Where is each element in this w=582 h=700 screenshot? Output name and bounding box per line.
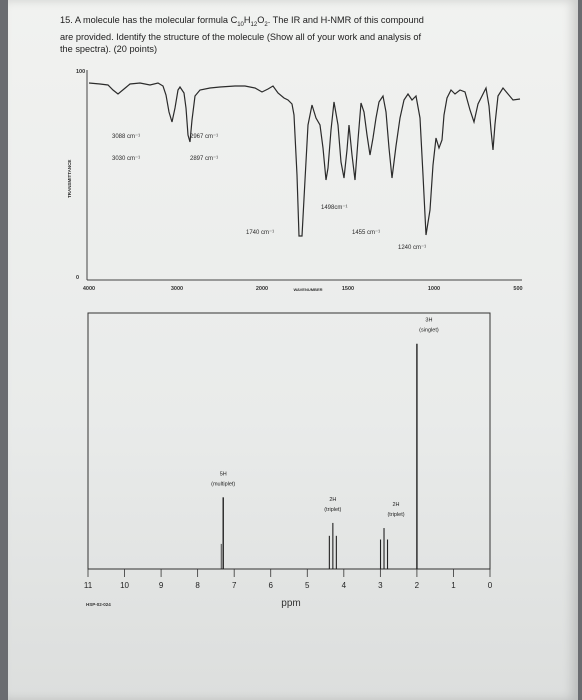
nmr-spectrum-code: HSP-02-024 [86,602,111,607]
nmr-x-tick-label: 7 [232,581,237,590]
question-text-part: . The IR and H-NMR of this compound [267,15,424,25]
ir-spectrum: 100 0 TRANSMITTANCE 3088 cm⁻¹ 3030 cm⁻¹ 29… [67,69,523,292]
ir-x-tick-label: 1000 [428,286,440,292]
nmr-x-tick-label: 6 [269,581,274,590]
question-line-1: 15. A molecule has the molecular formula… [60,14,540,31]
nmr-peak-integration-label: 5H [220,471,227,477]
nmr-x-tick-label: 4 [342,581,347,590]
ir-annotation-label: 3030 cm⁻¹ [112,156,140,162]
ir-annotation-label: 1740 cm⁻¹ [246,230,274,236]
question-text-part: A molecule has the molecular formula C [74,15,238,25]
formula-subscript: 2 [264,21,268,28]
ir-annotation-label: 3088 cm⁻¹ [112,134,140,140]
question-line-2: are provided. Identify the structure of … [60,31,422,42]
worksheet-page [8,0,578,700]
question-text: 15. A molecule has the molecular formula… [60,14,540,55]
nmr-peak-integration-label: 3H [425,318,432,324]
ir-annotations: 3088 cm⁻¹ 3030 cm⁻¹ 2967 cm⁻¹ 2897 cm⁻¹ 1498… [112,134,426,251]
nmr-peak-multiplicity-label: (multiplet) [211,481,235,487]
nmr-peaks [220,343,418,569]
nmr-x-tick-label: 5 [305,581,310,590]
ir-annotation-label: 2897 cm⁻¹ [190,156,218,162]
ir-x-tick-label: 4000 [83,286,95,292]
nmr-peak-integration-label: 2H [329,497,336,503]
nmr-peak-multiplicity-label: (singlet) [419,328,439,334]
nmr-x-tick-label: 10 [120,581,129,590]
ir-x-title: WAVENUMBER [293,287,322,292]
formula-subscript: 12 [250,21,258,28]
formula-element: H [243,15,251,25]
ir-x-tick-labels: 4000 3000 2000 1500 1000 500 [83,286,523,292]
ir-x-tick-label: 3000 [171,286,183,292]
nmr-x-tick-label: 11 [84,581,93,590]
ir-x-tick-label: 500 [513,286,522,292]
ir-annotation-label: 1498cm⁻¹ [321,205,348,211]
nmr-spectrum: 5H (multiplet) 2H (triplet) 2H (triplet) 3H (si… [84,312,493,609]
ir-x-tick-label: 2000 [256,286,268,292]
nmr-x-title: ppm [281,598,300,609]
question-line-3: the spectra). (20 points) [60,43,158,54]
nmr-x-tick-label: 1 [451,581,456,590]
question-number: 15. [60,15,73,25]
nmr-x-tick-label: 2 [415,581,420,590]
ir-trace [88,82,521,237]
formula-subscript: 10 [237,21,244,28]
nmr-peak-multiplicity-label: (triplet) [324,507,341,513]
nmr-peak-multiplicity-label: (triplet) [387,512,404,518]
nmr-peak-labels: 5H (multiplet) 2H (triplet) 2H (triplet) 3H (si… [211,318,439,518]
nmr-x-tick-label: 3 [378,581,383,590]
nmr-plot-frame [87,312,491,570]
nmr-x-tick-label: 0 [488,581,493,590]
ir-annotation-label: 1240 cm⁻¹ [398,245,426,251]
ir-y-axis-label: TRANSMITTANCE [67,160,72,198]
ir-annotation-label: 2967 cm⁻¹ [190,134,218,140]
ir-x-tick-label: 1500 [342,286,354,292]
nmr-x-tick-marks [87,569,491,577]
nmr-x-tick-label: 9 [159,581,164,590]
formula-element: O [257,15,265,25]
nmr-x-tick-label: 8 [195,581,200,590]
nmr-peak-integration-label: 2H [393,502,400,508]
nmr-x-tick-labels: 11 10 9 8 7 6 5 4 3 2 1 0 [84,581,493,590]
ir-y-top-label: 100 [76,69,85,75]
ir-y-bottom-label: 0 [76,275,79,281]
ir-annotation-label: 1455 cm⁻¹ [352,230,380,236]
